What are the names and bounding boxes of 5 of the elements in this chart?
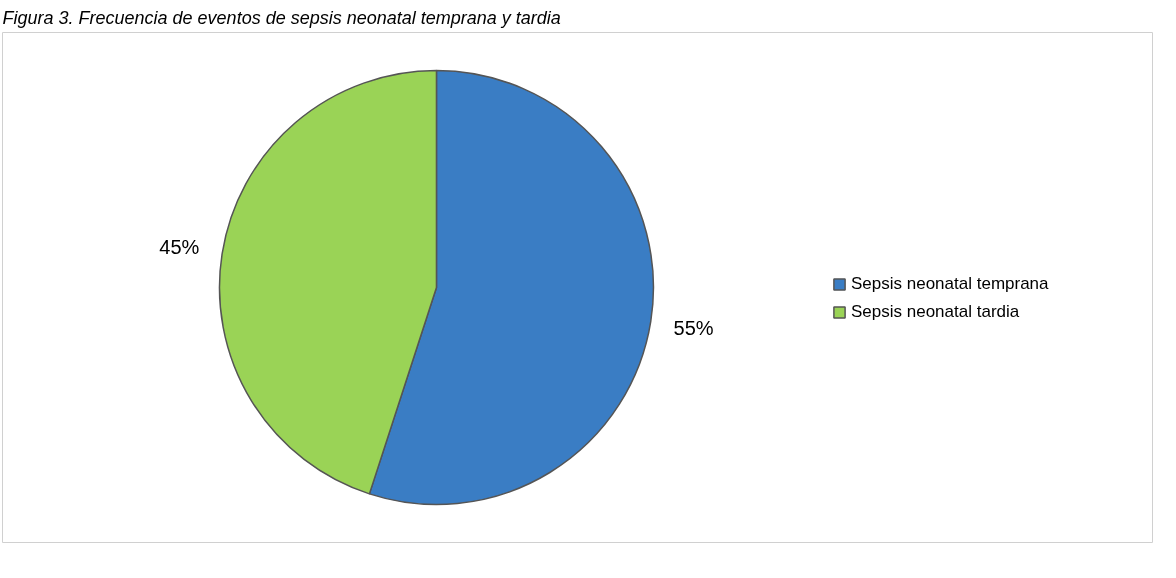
data-label: 45%	[159, 235, 200, 258]
data-label: 55%	[673, 317, 714, 340]
chart-title: Figura 3. Frecuencia de eventos de sepsis neonatal temprana y tardia	[2, 7, 561, 28]
legend-label: Sepsis neonatal tardia	[851, 302, 1020, 322]
legend-label: Sepsis neonatal temprana	[851, 274, 1049, 294]
